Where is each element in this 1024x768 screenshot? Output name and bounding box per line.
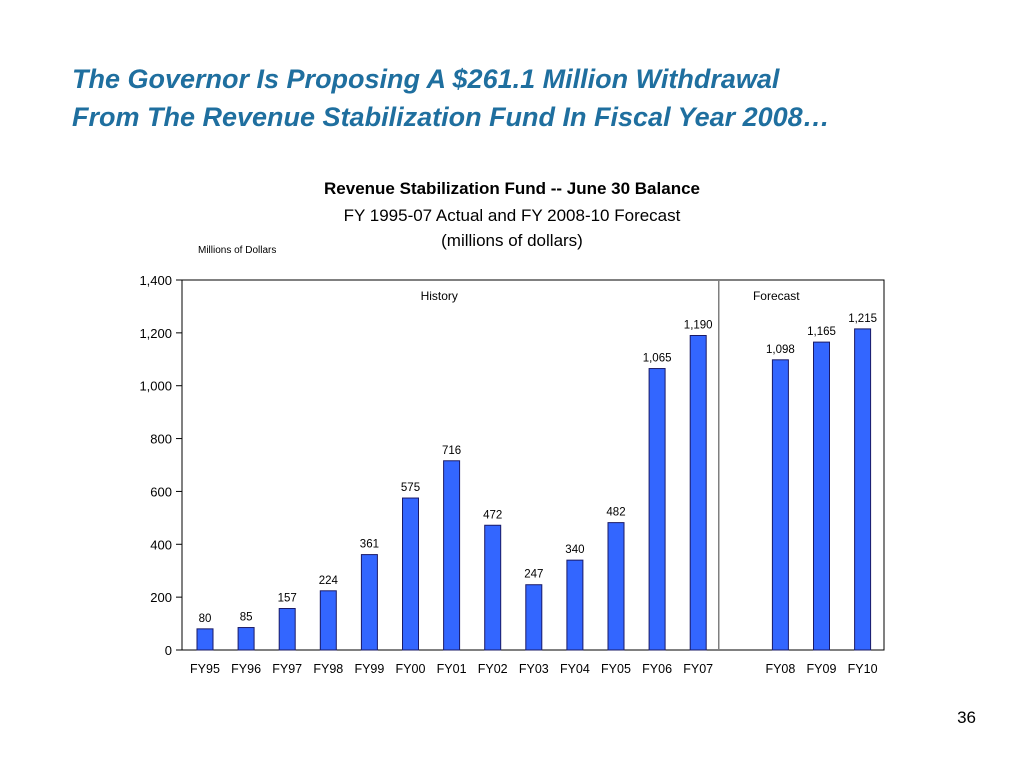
x-tick-label: FY09: [807, 662, 837, 676]
bar-fy98: [319, 590, 337, 651]
data-label: 472: [483, 509, 502, 521]
bar-fy99: [360, 554, 378, 651]
bar-fy00: [402, 497, 419, 651]
group-label-history: History: [421, 289, 458, 303]
y-tick-label: 1,200: [139, 326, 172, 341]
y-axis-label: Millions of Dollars: [198, 245, 277, 256]
y-tick-label: 1,000: [139, 379, 172, 394]
x-tick-label: FY96: [231, 662, 261, 676]
group-label-forecast: Forecast: [753, 289, 800, 303]
data-label: 361: [360, 539, 379, 551]
y-tick-label: 400: [150, 537, 172, 552]
x-tick-label: FY00: [396, 662, 426, 676]
x-tick-label: FY05: [601, 662, 631, 676]
x-tick-label: FY03: [519, 662, 549, 676]
bar-fy97: [278, 608, 296, 651]
bar-fy96: [237, 627, 255, 651]
page-number: 36: [957, 708, 976, 727]
y-tick-label: 200: [150, 590, 172, 605]
bar-fy04: [566, 559, 584, 651]
bar-fy08: [771, 359, 789, 651]
data-label: 85: [240, 612, 253, 624]
bar-fy06: [648, 368, 666, 651]
bar-fy09: [813, 341, 830, 651]
data-label: 1,098: [766, 344, 795, 356]
chart-subtitle: FY 1995-07 Actual and FY 2008-10 Forecas…: [343, 206, 681, 225]
data-label: 80: [199, 613, 212, 625]
data-label: 224: [319, 575, 339, 587]
x-tick-label: FY10: [848, 662, 878, 676]
y-tick-label: 600: [150, 484, 172, 499]
y-tick-label: 800: [150, 432, 172, 447]
slide-title-line1: The Governor Is Proposing A $261.1 Milli…: [72, 64, 780, 94]
data-label: 482: [606, 507, 625, 519]
y-tick-label: 0: [165, 643, 172, 658]
slide-title-line2: From The Revenue Stabilization Fund In F…: [72, 102, 830, 132]
data-label: 247: [524, 569, 543, 581]
x-tick-label: FY99: [354, 662, 384, 676]
data-label: 1,065: [643, 353, 672, 365]
x-tick-label: FY06: [642, 662, 672, 676]
bar-fy02: [484, 524, 502, 651]
x-tick-label: FY98: [313, 662, 343, 676]
data-label: 1,215: [848, 313, 877, 325]
y-tick-label: 1,400: [139, 273, 172, 288]
x-tick-label: FY07: [683, 662, 713, 676]
x-tick-label: FY04: [560, 662, 590, 676]
data-label: 575: [401, 482, 420, 494]
data-label: 716: [442, 445, 461, 457]
x-tick-label: FY95: [190, 662, 220, 676]
data-label: 1,165: [807, 326, 836, 338]
data-label: 157: [278, 593, 297, 605]
slide-title: The Governor Is Proposing A $261.1 Milli…: [72, 60, 992, 136]
x-tick-label: FY97: [272, 662, 302, 676]
x-tick-label: FY02: [478, 662, 508, 676]
data-label: 1,190: [684, 320, 713, 332]
chart-units-subtitle: (millions of dollars): [441, 231, 583, 250]
bar-fy10: [854, 328, 872, 651]
bar-fy05: [607, 522, 625, 651]
data-label: 340: [565, 544, 584, 556]
bar-fy03: [525, 584, 543, 651]
bar-fy07: [689, 335, 707, 651]
x-tick-label: FY08: [765, 662, 795, 676]
bar-fy95: [196, 628, 214, 651]
bar-fy01: [443, 460, 461, 651]
chart-title: Revenue Stabilization Fund -- June 30 Ba…: [324, 179, 700, 198]
x-tick-label: FY01: [437, 662, 467, 676]
